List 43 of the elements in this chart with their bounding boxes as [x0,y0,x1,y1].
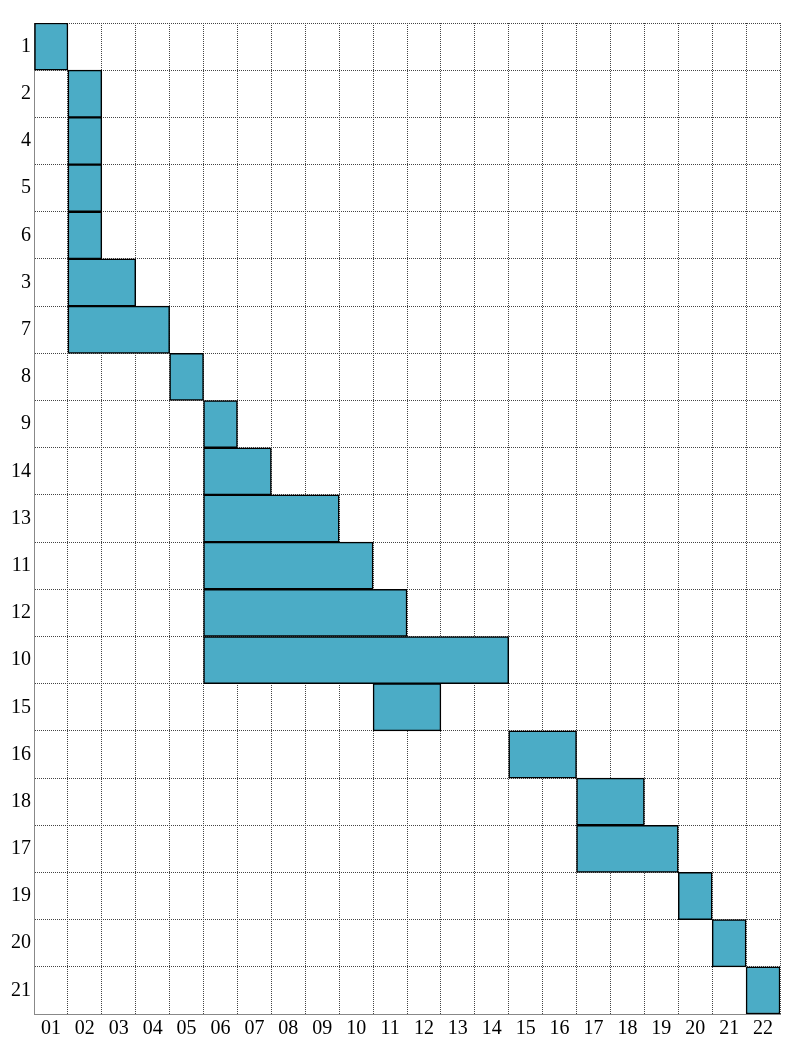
y-tick-label: 3 [21,269,31,292]
y-tick-label: 18 [11,788,31,811]
x-tick-label: 19 [651,1016,672,1039]
x-tick-label: 03 [108,1016,129,1039]
x-tick-label: 22 [753,1016,774,1039]
x-tick-label: 04 [142,1016,163,1039]
x-tick-label: 18 [617,1016,638,1039]
x-tick-label: 02 [74,1016,95,1039]
x-tick-label: 20 [685,1016,706,1039]
y-tick-label: 1 [21,33,31,56]
y-tick-label: 2 [21,81,31,104]
y-tick-label: 19 [11,883,31,906]
y-tick-label: 21 [11,977,31,1000]
x-tick-label: 06 [210,1016,231,1039]
y-tick-label: 9 [21,411,31,434]
y-tick-label: 20 [11,930,31,953]
x-tick-label: 07 [244,1016,265,1039]
y-tick-label: 10 [11,647,31,670]
y-tick-label: 4 [21,128,31,151]
x-tick-label: 16 [549,1016,570,1039]
y-tick-label: 7 [21,316,31,339]
x-tick-label: 12 [413,1016,434,1039]
y-tick-label: 13 [11,505,31,528]
y-tick-label: 12 [11,600,31,623]
x-tick-label: 10 [346,1016,367,1039]
y-tick-label: 15 [11,694,31,717]
y-tick-label: 8 [21,364,31,387]
x-tick-label: 05 [176,1016,197,1039]
x-tick-label: 08 [278,1016,299,1039]
x-tick-label: 01 [40,1016,61,1039]
x-tick-label: 13 [447,1016,468,1039]
x-tick-label: 14 [481,1016,502,1039]
y-tick-label: 6 [21,222,31,245]
x-tick-label: 09 [312,1016,333,1039]
y-tick-label: 17 [11,836,31,859]
y-tick-label: 16 [11,741,31,764]
y-tick-label: 11 [11,552,31,575]
x-tick-label: 21 [719,1016,740,1039]
x-tick-label: 11 [380,1016,400,1039]
x-tick-label: 17 [583,1016,604,1039]
x-tick-label: 15 [515,1016,536,1039]
y-tick-label: 5 [21,175,31,198]
y-tick-label: 14 [11,458,31,481]
